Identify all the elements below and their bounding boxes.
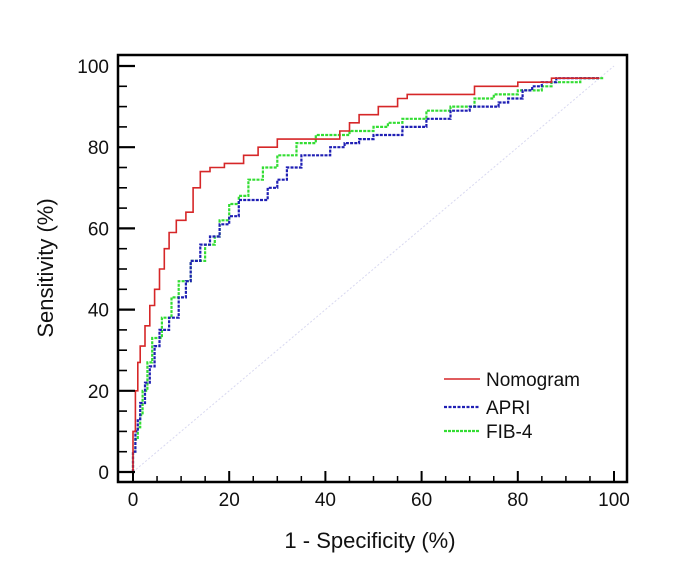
legend-label-fib4: FIB-4: [486, 422, 533, 443]
y-tick-label: 40: [88, 301, 109, 322]
series-line-nomogram: [132, 77, 600, 472]
x-tick-label: 80: [507, 490, 528, 511]
plot-frame: [116, 53, 629, 484]
x-tick-label: 100: [598, 490, 630, 511]
y-axis-title: Sensitivity (%): [33, 198, 58, 337]
x-tick-label: 40: [315, 490, 336, 511]
legend-label-nomogram: Nomogram: [486, 370, 580, 391]
y-tick-label: 0: [98, 463, 109, 484]
reference-diagonal-line: [132, 65, 615, 473]
y-tick-label: 100: [77, 57, 109, 78]
x-tick-label: 0: [128, 490, 139, 511]
y-tick-label: 60: [88, 219, 109, 240]
x-tick-label: 60: [411, 490, 432, 511]
legend: Nomogram APRI FIB-4: [444, 370, 580, 443]
series-line-fib4: [131, 77, 605, 472]
x-tick-label: 20: [219, 490, 240, 511]
x-axis-title: 1 - Specificity (%): [284, 528, 455, 553]
y-tick-label: 20: [88, 382, 109, 403]
y-tick-label: 80: [88, 138, 109, 159]
legend-label-apri: APRI: [486, 398, 530, 419]
series-line-apri: [131, 77, 600, 472]
